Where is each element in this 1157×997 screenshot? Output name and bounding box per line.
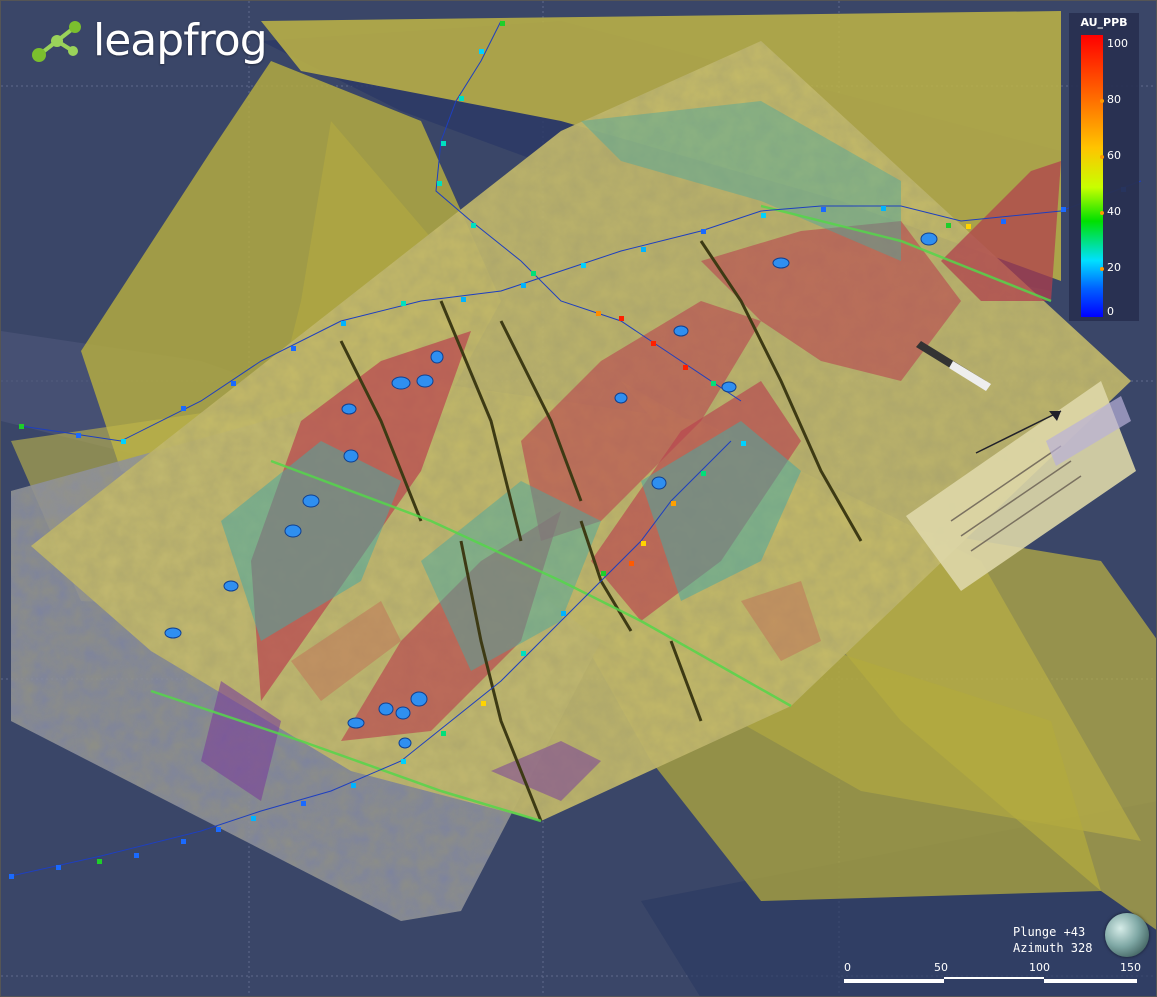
scale-label: 150 (1120, 961, 1141, 974)
fault-traces (339, 240, 863, 822)
orientation-globe-icon[interactable] (1105, 913, 1149, 957)
logo-text: leapfrog (93, 15, 268, 66)
scale-segment (944, 977, 1044, 979)
legend-tick-label: 100 (1107, 37, 1128, 50)
azimuth-readout: Azimuth 328 (1013, 941, 1093, 955)
map-north-arrow (916, 341, 1062, 454)
scale-label: 0 (844, 961, 851, 974)
legend-tick-label: 40 (1107, 205, 1121, 218)
plunge-readout: Plunge +43 (1013, 925, 1086, 939)
legend-tick-mark (1100, 99, 1104, 103)
drill-samples (9, 21, 1126, 879)
legend-tick-label: 20 (1107, 261, 1121, 274)
app-logo: leapfrog (29, 15, 268, 66)
legend-tick-mark (1100, 267, 1104, 271)
scale-label: 100 (1029, 961, 1050, 974)
structure-symbols (164, 232, 938, 749)
legend-color-ramp (1081, 35, 1103, 317)
leapfrog-logo-icon (32, 20, 81, 62)
lithology-surfaces (201, 101, 1061, 801)
view-orientation: Plunge +43 Azimuth 328 (1013, 924, 1092, 956)
map-sheet-legend (906, 381, 1136, 591)
legend-tick-mark (1100, 155, 1104, 159)
scale-segment (844, 979, 944, 983)
legend-title: AU_PPB (1080, 16, 1128, 29)
contact-lines (150, 204, 1052, 823)
legend-tick-label: 0 (1107, 305, 1114, 318)
legend-tick-mark (1100, 211, 1104, 215)
scale-segment (1044, 979, 1137, 983)
legend-tick-label: 60 (1107, 149, 1121, 162)
legend-tick-label: 80 (1107, 93, 1121, 106)
scale-bar: 0 50 100 150 (841, 961, 1141, 991)
color-legend: AU_PPB 100 80 60 40 20 0 (1069, 13, 1139, 321)
scale-label: 50 (934, 961, 948, 974)
